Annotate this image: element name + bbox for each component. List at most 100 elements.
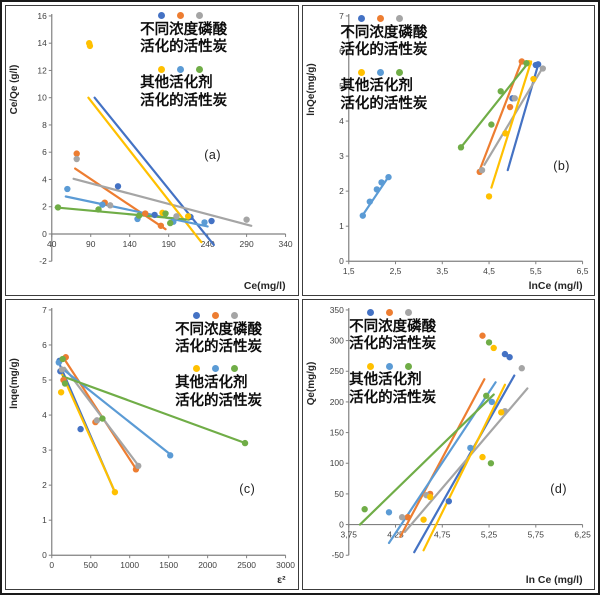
y-tick-label: 8 — [42, 120, 47, 130]
y-tick-label: 6 — [42, 147, 47, 157]
y-tick-label: 0 — [42, 229, 47, 239]
data-point-phosphoric-1 — [151, 211, 158, 219]
data-point-other-3 — [241, 439, 249, 447]
x-tick-label: 5,25 — [480, 529, 497, 539]
trend-line-other-3 — [457, 61, 530, 151]
trend-line-other-3 — [54, 206, 191, 221]
panel-label-b: (b) — [553, 159, 570, 174]
chart-canvas-b: 0 1 2 3 4 5 6 7 1,5 2,5 3,5 4,5 5,5 6,5 lnCe (mg/l) lnQ… — [305, 11, 588, 292]
data-point-other-3 — [59, 355, 66, 363]
data-point-phosphoric-2 — [506, 103, 513, 111]
x-tick-label: 0 — [49, 560, 54, 570]
data-point-other-3 — [487, 460, 494, 467]
data-point-other-3 — [497, 88, 504, 95]
y-tick-label: -2 — [39, 256, 47, 266]
y-tick-label: 1 — [339, 221, 344, 231]
data-point-phosphoric-2 — [73, 150, 80, 157]
data-point-other-3 — [522, 60, 530, 67]
panel-b: 0 1 2 3 4 5 6 7 1,5 2,5 3,5 4,5 5,5 6,5 lnCe (mg/l) lnQ… — [301, 5, 595, 296]
data-point-other-1 — [529, 75, 537, 83]
y-tick-label: 14 — [37, 38, 47, 48]
data-point-phosphoric-2 — [403, 514, 411, 521]
x-tick-label: 2500 — [237, 560, 256, 570]
data-point-other-2 — [466, 444, 474, 452]
data-point-other-2 — [64, 185, 71, 193]
y-tick-label: 2 — [339, 186, 344, 196]
y-tick-label: 4 — [42, 174, 47, 184]
x-tick-label: 5,75 — [527, 529, 544, 539]
data-point-other-3 — [95, 206, 102, 213]
data-point-other-1 — [478, 453, 486, 461]
y-tick-label: 1 — [42, 515, 47, 525]
data-point-other-1 — [490, 344, 497, 352]
data-point-phosphoric-2 — [142, 210, 149, 217]
y-tick-label: 3 — [339, 151, 344, 161]
data-point-phosphoric-1 — [77, 425, 84, 433]
y-tick-label: 16 — [37, 11, 47, 21]
trend-line-phosphoric-3 — [72, 177, 253, 227]
panel-label-a: (a) — [204, 147, 221, 162]
y-axis-title: Qe(mg/g) — [305, 362, 316, 406]
y-axis-title: lnQe(mg/g) — [305, 63, 316, 115]
panel-label-d: (d) — [550, 482, 568, 497]
y-tick-label: 0 — [42, 550, 47, 560]
data-point-other-1 — [426, 493, 433, 501]
x-tick-label: 40 — [47, 239, 57, 249]
x-tick-label: 140 — [123, 239, 137, 249]
y-tick-label: 350 — [329, 305, 343, 315]
y-tick-label: 300 — [329, 336, 343, 346]
data-point-other-3 — [162, 210, 169, 217]
y-tick-label: 12 — [37, 65, 47, 75]
x-tick-label: 2000 — [198, 560, 217, 570]
y-tick-label: 2 — [42, 480, 47, 490]
data-point-other-2 — [359, 212, 366, 219]
data-point-phosphoric-1 — [534, 61, 541, 68]
chart-canvas-a: -2 0 2 4 6 8 10 12 14 16 40 90 140 190 240 290 340 Ce(mg/… — [9, 11, 293, 292]
x-tick-label: 5,5 — [529, 266, 541, 276]
data-point-phosphoric-2 — [478, 332, 486, 339]
panel-d: -500501001502002503003503,754,254,755,25… — [301, 299, 595, 590]
x-tick-label: 6,25 — [574, 529, 591, 539]
data-point-other-3 — [457, 144, 464, 151]
trend-line-other-3 — [61, 375, 247, 445]
data-point-other-3 — [360, 506, 368, 513]
data-point-other-3 — [61, 380, 69, 387]
x-tick-label: 3,5 — [436, 266, 448, 276]
data-point-other-2 — [366, 198, 373, 205]
data-point-other-3 — [485, 339, 492, 346]
x-tick-label: 290 — [240, 239, 254, 249]
y-tick-label: 100 — [329, 458, 343, 468]
data-point-phosphoric-3 — [107, 202, 114, 209]
data-point-phosphoric-3 — [243, 216, 250, 223]
y-tick-label: 4 — [339, 116, 344, 126]
x-tick-label: 2,5 — [389, 266, 401, 276]
x-tick-label: 1000 — [120, 560, 139, 570]
y-tick-label: 0 — [339, 520, 344, 530]
y-tick-label: -50 — [331, 550, 344, 560]
trend-line-phosphoric-1 — [93, 96, 215, 246]
data-point-other-3 — [482, 392, 489, 399]
y-tick-label: 150 — [329, 428, 343, 438]
data-point-phosphoric-1 — [501, 350, 508, 358]
data-point-other-3 — [167, 219, 174, 227]
data-point-phosphoric-3 — [173, 213, 180, 220]
y-axis-title: Ce/Qe (g/l) — [9, 65, 20, 115]
x-tick-label: 340 — [279, 239, 293, 249]
data-point-other-1 — [419, 516, 427, 523]
x-tick-label: 190 — [162, 239, 176, 249]
x-tick-label: 6,5 — [576, 266, 588, 276]
data-point-other-2 — [167, 452, 174, 459]
y-tick-label: 6 — [339, 46, 344, 56]
x-tick-label: 1,5 — [342, 266, 354, 276]
x-tick-label: 3000 — [276, 560, 295, 570]
data-point-phosphoric-3 — [539, 65, 546, 72]
x-tick-label: 1500 — [159, 560, 178, 570]
chart-canvas-c: 0 1 2 3 4 5 6 7 0 500 1000 1500 2000 2500 3000 ε² lnqe(m… — [9, 305, 295, 586]
y-tick-label: 10 — [37, 93, 47, 103]
trend-line-other-1 — [489, 60, 532, 189]
data-point-phosphoric-3 — [511, 95, 518, 102]
data-point-other-2 — [99, 201, 106, 208]
trend-line-phosphoric-3 — [403, 387, 528, 534]
trend-line-other-2 — [360, 174, 391, 218]
x-tick-label: 90 — [86, 239, 96, 249]
